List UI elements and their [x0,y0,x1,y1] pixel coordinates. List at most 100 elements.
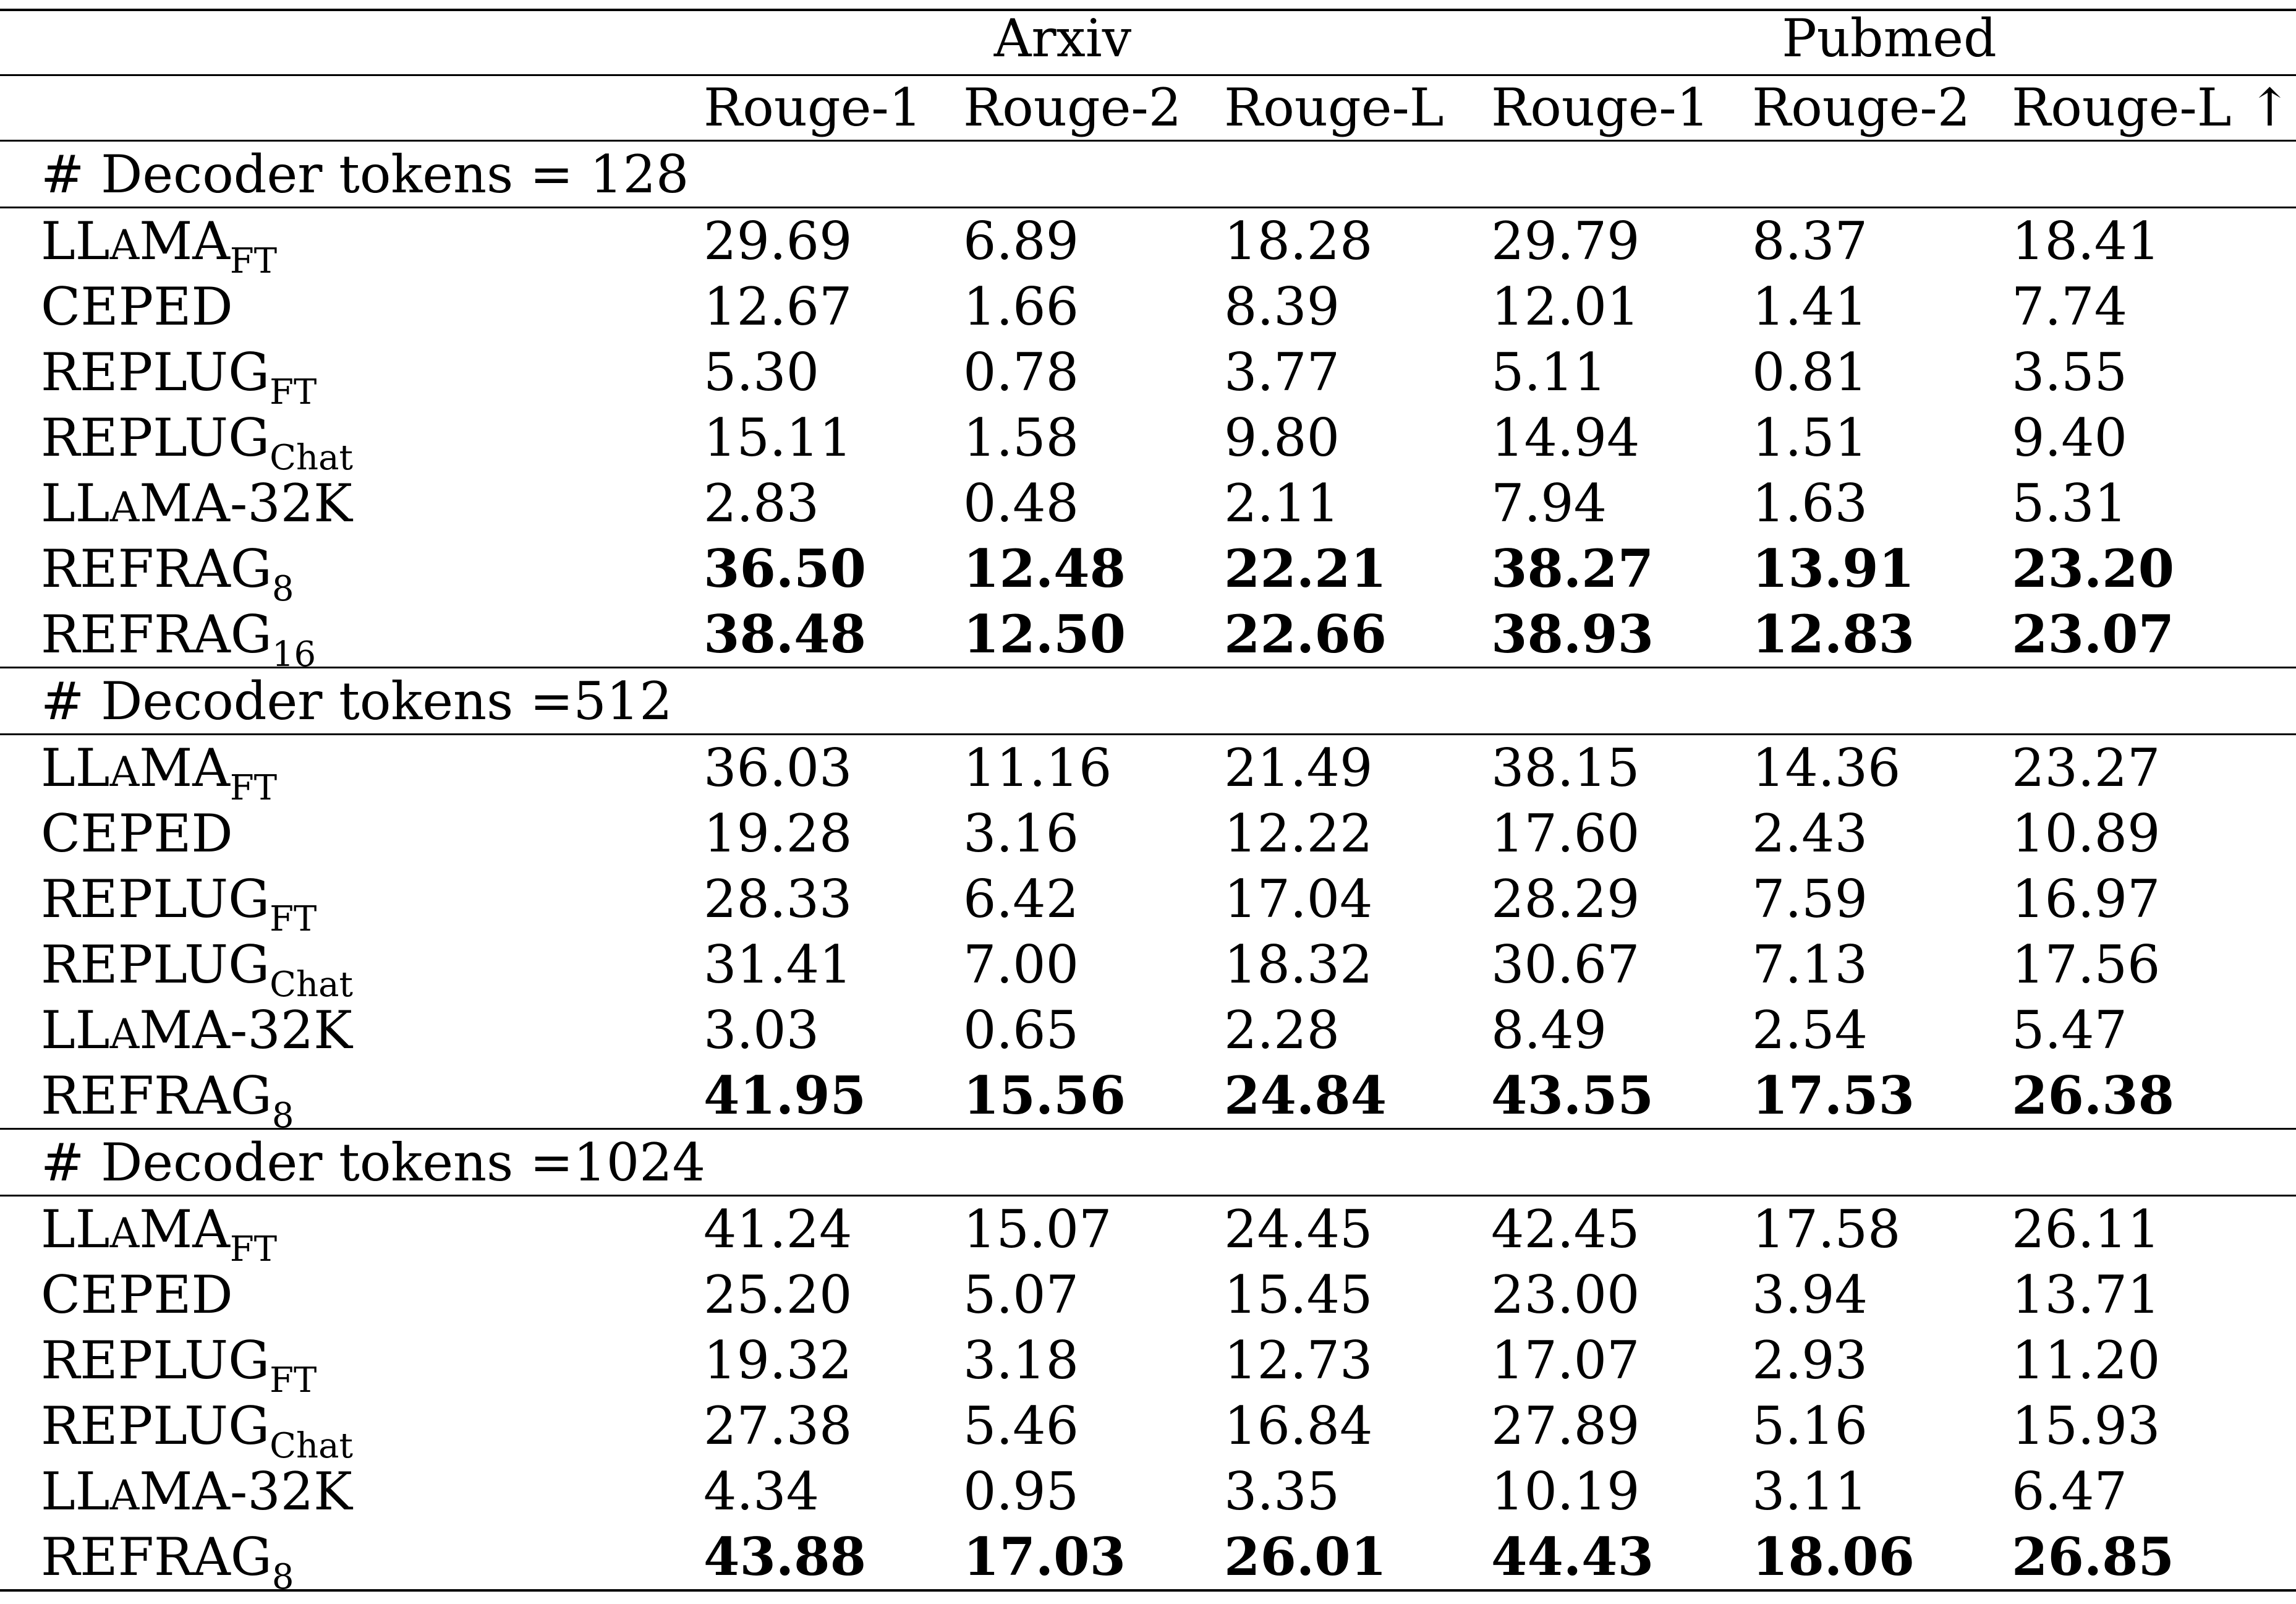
group-header-arxiv: Arxiv [993,8,1132,69]
value-cell: 17.53 [1752,1065,1915,1126]
method-subscript: FT [229,768,278,808]
value-cell: 3.03 [704,1000,820,1060]
value-cell: 14.94 [1491,407,1640,468]
value-cell: 18.28 [1224,211,1373,271]
method-smallcaps: A [109,1010,140,1058]
method-main: REPLUG [41,1330,270,1391]
table-rule [0,1128,2296,1130]
method-rest: MA [139,211,230,271]
table-rule [0,74,2296,76]
group-header-pubmed: Pubmed [1782,8,1997,69]
value-cell: 5.47 [2012,1000,2128,1060]
value-cell: 2.43 [1752,803,1868,864]
value-cell: 15.93 [2012,1396,2161,1456]
value-cell: 14.36 [1752,738,1901,798]
value-cell: 16.97 [2012,869,2161,929]
value-cell: 17.04 [1224,869,1373,929]
value-cell: 30.67 [1491,934,1640,995]
value-cell: 5.07 [963,1265,1079,1325]
value-cell: 15.56 [963,1065,1126,1126]
value-cell: 12.01 [1491,276,1640,337]
table-rule [0,733,2296,735]
value-cell: 19.28 [704,803,852,864]
section-label: # Decoder tokens = 128 [41,144,689,205]
column-header: Rouge-L ↑ [2012,77,2292,138]
method-name: LLAMA-32K [41,477,352,529]
value-cell: 22.21 [1224,538,1387,599]
method-rest: MA-32K [139,1000,352,1060]
value-cell: 12.48 [963,538,1126,599]
value-cell: 6.89 [963,211,1079,271]
value-cell: 24.45 [1224,1199,1373,1260]
column-header: Rouge-2 [963,77,1182,138]
method-smallcaps: A [109,484,140,531]
method-name: REPLUGChat [41,1400,353,1464]
value-cell: 8.37 [1752,211,1868,271]
method-name: REPLUGChat [41,412,353,476]
table-rule [0,1589,2296,1592]
value-cell: 17.56 [2012,934,2161,995]
column-header: Rouge-1 [704,77,922,138]
value-cell: 28.29 [1491,869,1640,929]
value-cell: 27.38 [704,1396,852,1456]
value-cell: 0.48 [963,473,1079,534]
method-name: LLAMAFT [41,742,277,806]
value-cell: 41.24 [704,1199,852,1260]
value-cell: 5.11 [1491,342,1607,403]
value-cell: 24.84 [1224,1065,1387,1126]
method-name: LLAMA-32K [41,1004,352,1056]
method-main: REPLUG [41,1396,270,1456]
method-subscript: FT [270,899,317,939]
method-rest: MA-32K [139,1461,352,1522]
method-name: REPLUGFT [41,1334,317,1398]
value-cell: 12.22 [1224,803,1373,864]
value-cell: 0.95 [963,1461,1079,1522]
method-name: LLAMAFT [41,1203,277,1267]
value-cell: 18.06 [1752,1526,1915,1587]
value-cell: 2.28 [1224,1000,1340,1060]
value-cell: 7.59 [1752,869,1868,929]
method-subscript: 8 [271,1096,294,1136]
method-smallcaps: A [109,748,140,796]
value-cell: 15.07 [963,1199,1112,1260]
value-cell: 2.11 [1224,473,1340,534]
value-cell: 29.79 [1491,211,1640,271]
value-cell: 5.16 [1752,1396,1868,1456]
method-main: LL [41,738,110,798]
value-cell: 7.74 [2012,276,2128,337]
value-cell: 10.19 [1491,1461,1640,1522]
value-cell: 9.40 [2012,407,2128,468]
method-main: CEPED [41,276,233,337]
value-cell: 23.20 [2012,538,2175,599]
table-rule [0,9,2296,11]
value-cell: 9.80 [1224,407,1340,468]
value-cell: 1.66 [963,276,1079,337]
value-cell: 19.32 [704,1330,852,1391]
method-main: CEPED [41,1265,233,1325]
value-cell: 5.46 [963,1396,1079,1456]
value-cell: 0.78 [963,342,1079,403]
section-label: # Decoder tokens =1024 [41,1132,706,1193]
value-cell: 13.71 [2012,1265,2161,1325]
value-cell: 1.58 [963,407,1079,468]
method-main: REFRAG [41,604,272,665]
value-cell: 22.66 [1224,604,1387,665]
method-name: REFRAG8 [41,1070,294,1133]
table-rule [0,140,2296,142]
value-cell: 44.43 [1491,1526,1654,1587]
value-cell: 26.01 [1224,1526,1387,1587]
value-cell: 18.32 [1224,934,1373,995]
method-main: LL [41,211,110,271]
method-name: LLAMA-32K [41,1465,352,1517]
value-cell: 31.41 [704,934,852,995]
method-name: REPLUGChat [41,939,353,1002]
value-cell: 1.63 [1752,473,1868,534]
method-subscript: 8 [271,569,294,609]
value-cell: 0.81 [1752,342,1868,403]
value-cell: 28.33 [704,869,852,929]
value-cell: 42.45 [1491,1199,1640,1260]
value-cell: 3.18 [963,1330,1079,1391]
value-cell: 12.73 [1224,1330,1373,1391]
value-cell: 3.11 [1752,1461,1868,1522]
value-cell: 36.03 [704,738,852,798]
